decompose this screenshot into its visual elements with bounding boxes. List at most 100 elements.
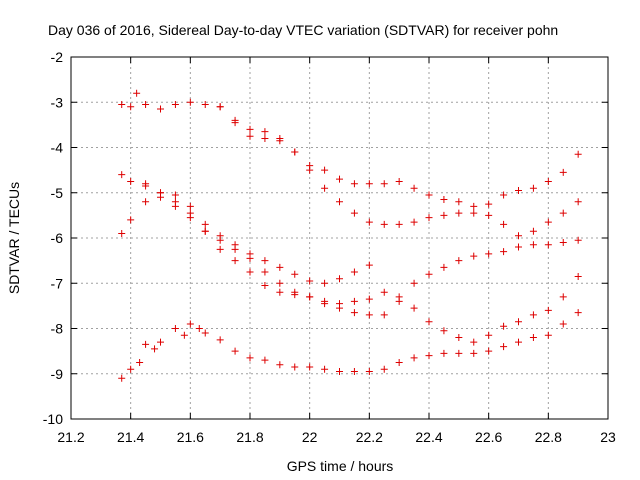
data-point — [559, 209, 567, 217]
data-point — [142, 180, 150, 188]
y-tick-label: -6 — [51, 230, 64, 246]
data-points — [118, 89, 582, 382]
data-point — [118, 229, 126, 237]
data-point — [455, 334, 463, 342]
data-point — [336, 275, 343, 283]
data-point — [246, 250, 254, 258]
data-point — [470, 349, 478, 357]
data-point — [500, 220, 508, 228]
data-point — [306, 363, 314, 371]
data-point — [127, 365, 135, 373]
data-point — [515, 318, 522, 326]
data-point — [276, 137, 284, 145]
data-point — [216, 336, 224, 344]
data-point — [500, 191, 508, 199]
data-point — [455, 209, 463, 217]
x-tick-label: 21.2 — [57, 429, 84, 445]
data-point — [231, 347, 239, 355]
data-point — [136, 358, 144, 366]
data-point — [276, 263, 284, 271]
data-point — [216, 103, 224, 111]
data-point — [246, 268, 254, 276]
y-axis-label: SDTVAR / TECUs — [6, 182, 22, 294]
data-point — [395, 358, 403, 366]
data-point — [410, 218, 418, 226]
data-point — [231, 119, 239, 127]
data-point — [157, 105, 164, 113]
data-point — [500, 248, 508, 256]
data-point — [261, 268, 269, 276]
data-point — [529, 311, 537, 319]
data-point — [321, 279, 329, 287]
data-point — [425, 318, 433, 326]
data-point — [321, 365, 329, 373]
data-point — [544, 331, 552, 339]
data-point — [515, 232, 522, 240]
data-point — [365, 180, 373, 188]
x-tick-label: 22 — [302, 429, 318, 445]
data-point — [336, 175, 343, 183]
data-point — [276, 361, 284, 369]
data-point — [425, 191, 433, 199]
data-point — [395, 220, 403, 228]
data-point — [261, 134, 269, 142]
data-point — [485, 211, 493, 219]
data-point — [574, 236, 582, 244]
data-point — [231, 257, 239, 265]
data-point — [455, 198, 463, 206]
data-point — [529, 184, 537, 192]
plot-frame — [70, 56, 609, 420]
data-point — [380, 220, 388, 228]
data-point — [380, 365, 388, 373]
y-tick-label: -3 — [51, 94, 64, 110]
data-point — [306, 166, 314, 174]
data-point — [574, 150, 582, 158]
data-point — [216, 232, 224, 240]
data-point — [365, 295, 373, 303]
data-point — [231, 241, 239, 249]
data-point — [529, 241, 537, 249]
data-point — [186, 202, 194, 210]
data-point — [574, 309, 582, 317]
data-point — [425, 352, 433, 360]
data-point — [261, 128, 269, 136]
data-point — [559, 168, 567, 176]
data-point — [380, 180, 388, 188]
data-point — [201, 101, 209, 109]
data-point — [515, 243, 522, 251]
data-point — [291, 363, 299, 371]
data-point — [440, 349, 448, 357]
data-point — [544, 177, 552, 185]
data-point — [133, 89, 141, 97]
data-point — [380, 311, 388, 319]
data-point — [246, 354, 254, 362]
x-tick-label: 22.4 — [415, 429, 442, 445]
series-track-f — [118, 309, 582, 382]
data-point — [410, 184, 418, 192]
data-point — [410, 304, 418, 312]
data-point — [350, 268, 358, 276]
data-point — [336, 198, 343, 206]
series-track-d — [118, 189, 582, 319]
data-point — [157, 189, 164, 197]
data-point — [529, 334, 537, 342]
data-point — [440, 263, 448, 271]
data-point — [127, 177, 135, 185]
data-point — [395, 177, 403, 185]
data-point — [515, 338, 522, 346]
data-point — [201, 329, 209, 337]
data-point — [470, 338, 478, 346]
y-tick-labels: -10 -9 -8 -7 -6 -5 -4 -3 -2 — [43, 49, 63, 427]
data-point — [485, 347, 493, 355]
x-tick-label: 21.8 — [236, 429, 263, 445]
data-point — [410, 354, 418, 362]
y-tick-label: -2 — [51, 49, 64, 65]
grid — [71, 57, 608, 419]
data-point — [470, 202, 478, 210]
data-point — [350, 180, 358, 188]
data-point — [201, 220, 209, 228]
data-point — [365, 367, 373, 375]
data-point — [544, 241, 552, 249]
data-point — [216, 245, 224, 253]
data-point — [261, 356, 269, 364]
